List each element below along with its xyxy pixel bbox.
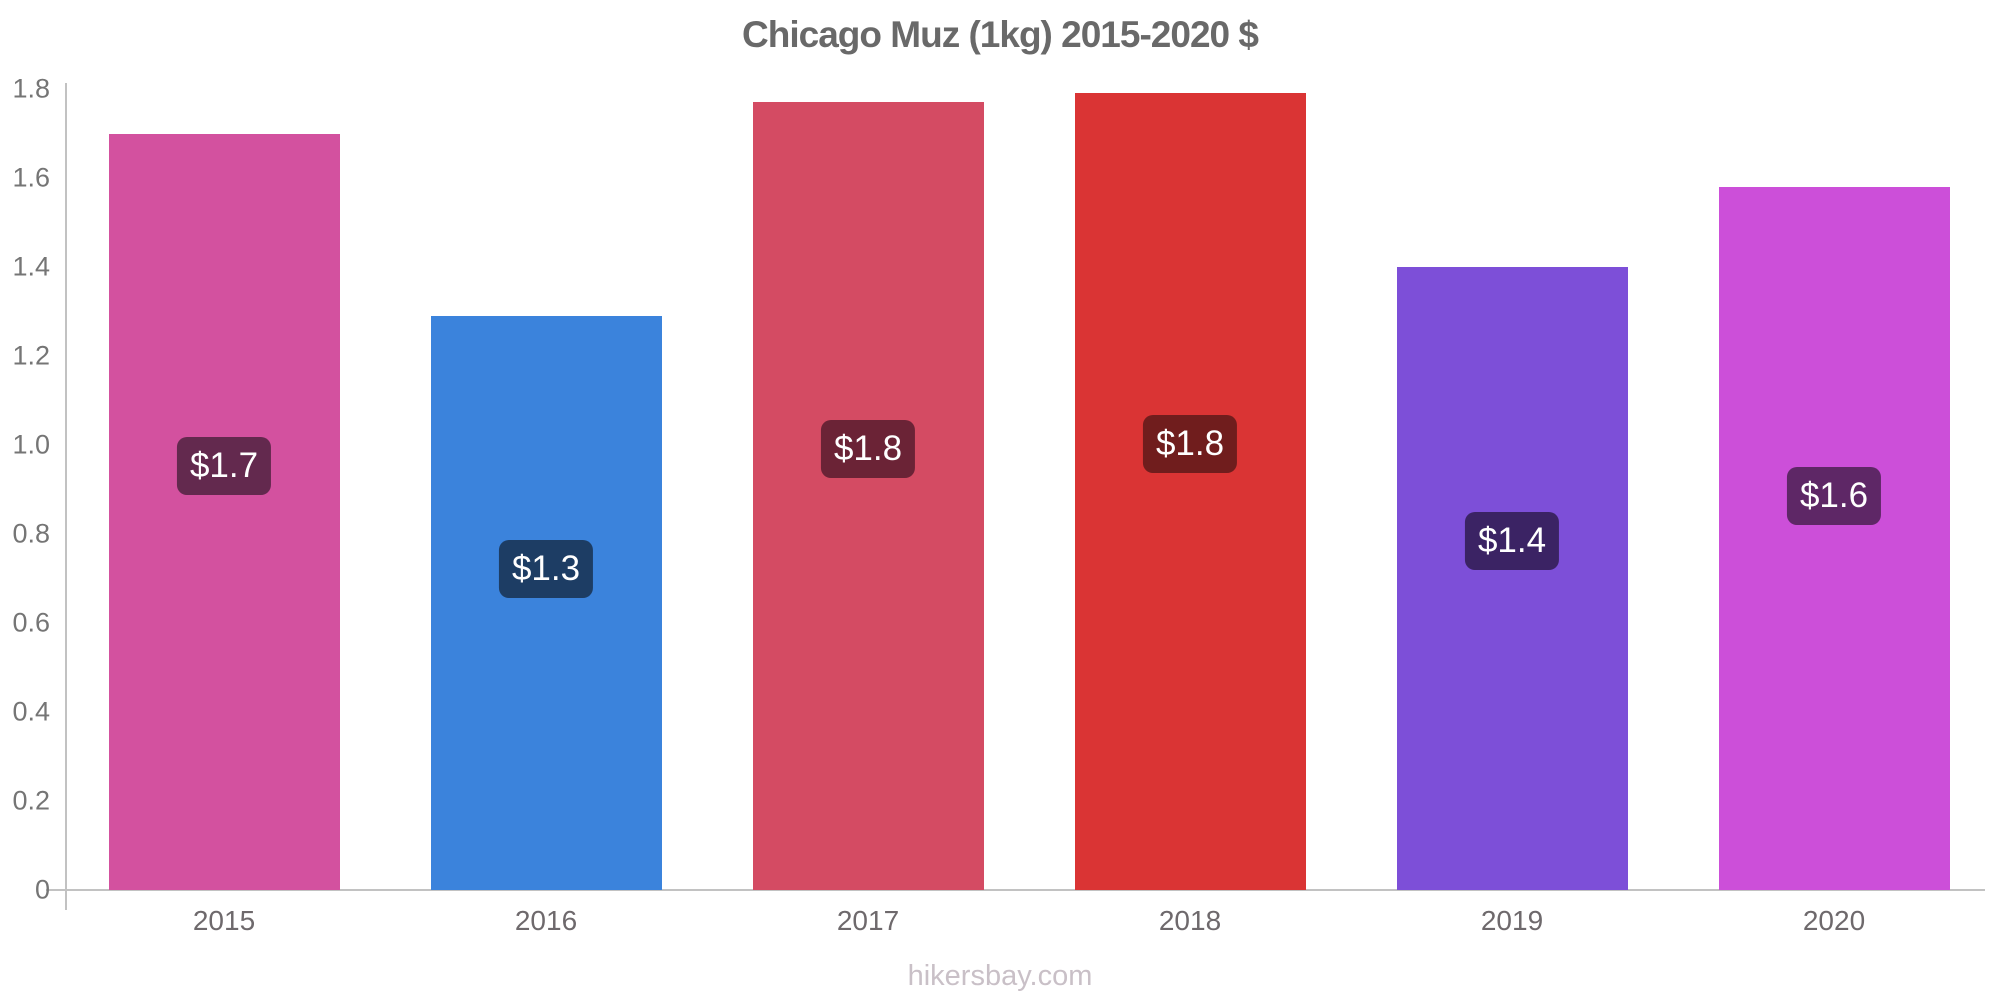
bar-value-badge-2017: $1.8 bbox=[820, 419, 916, 478]
y-axis-tick-label: 1.0 bbox=[12, 429, 50, 460]
chart-title: Chicago Muz (1kg) 2015-2020 $ bbox=[742, 14, 1259, 55]
bar-2015[interactable] bbox=[108, 133, 340, 890]
x-axis-label-2015: 2015 bbox=[192, 905, 256, 936]
x-axis-line bbox=[46, 889, 1985, 891]
bar-2018[interactable] bbox=[1074, 93, 1306, 890]
bar-2017[interactable] bbox=[752, 102, 984, 890]
x-axis-label-2017: 2017 bbox=[836, 905, 900, 936]
y-axis-tick-label: 0.6 bbox=[12, 607, 50, 638]
bar-2016[interactable] bbox=[430, 315, 662, 890]
y-axis-tick-label: 0.8 bbox=[12, 518, 50, 549]
bar-value-badge-2019: $1.4 bbox=[1464, 512, 1560, 571]
y-axis-tick-label: 1.8 bbox=[12, 73, 50, 104]
bar-2019[interactable] bbox=[1396, 267, 1628, 890]
x-axis-label-2019: 2019 bbox=[1480, 905, 1544, 936]
x-axis-label-2020: 2020 bbox=[1802, 905, 1866, 936]
y-axis-tick-label: 1.2 bbox=[12, 340, 50, 371]
bar-value-badge-2015: $1.7 bbox=[176, 437, 272, 496]
y-axis-tick-label: 0.4 bbox=[12, 696, 50, 727]
bar-value-badge-2018: $1.8 bbox=[1142, 414, 1238, 473]
bar-value-badge-2020: $1.6 bbox=[1786, 467, 1882, 526]
watermark: hikersbay.com bbox=[907, 960, 1093, 992]
y-axis-line bbox=[65, 83, 67, 910]
y-axis-tick-label: 0 bbox=[34, 874, 50, 905]
x-axis-label-2018: 2018 bbox=[1158, 905, 1222, 936]
y-axis-tick-label: 1.6 bbox=[12, 162, 50, 193]
y-axis-tick-label: 0.2 bbox=[12, 785, 50, 816]
x-axis-label-2016: 2016 bbox=[514, 905, 578, 936]
bar-2020[interactable] bbox=[1718, 186, 1950, 890]
y-axis-tick-label: 1.4 bbox=[12, 251, 50, 282]
bar-value-badge-2016: $1.3 bbox=[498, 539, 594, 598]
